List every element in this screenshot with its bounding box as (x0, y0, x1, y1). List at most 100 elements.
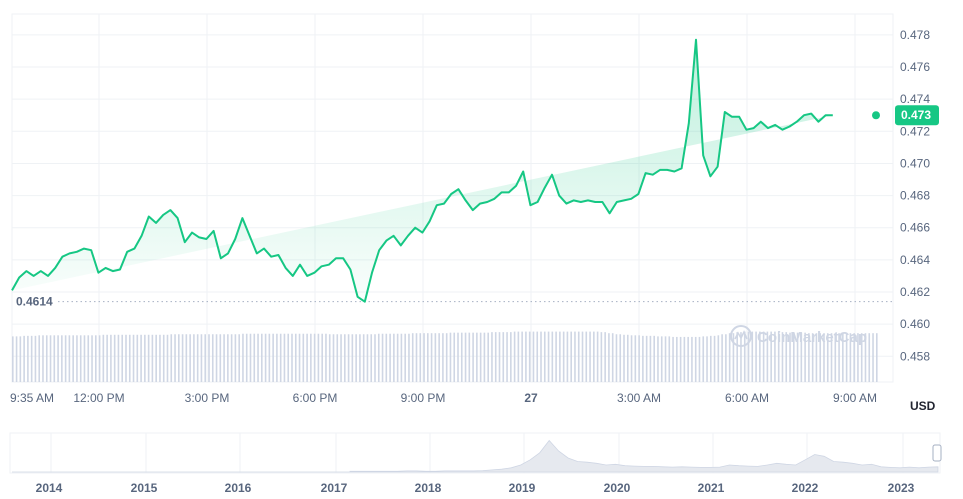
volume-bar (423, 333, 425, 382)
volume-bar (321, 333, 323, 382)
volume-bar (283, 333, 286, 382)
volume-bar (272, 333, 274, 382)
watermark: CoinMarketCap (730, 325, 867, 347)
navigator-year-label: 2021 (698, 481, 725, 495)
y-tick-label: 0.466 (900, 221, 930, 235)
x-tick-label: 3:00 PM (185, 391, 230, 405)
volume-bar (589, 331, 591, 382)
volume-bar (76, 335, 78, 382)
volume-bar (144, 334, 146, 382)
volume-bar (472, 332, 474, 382)
volume-bar (804, 332, 806, 382)
volume-bar (706, 336, 708, 382)
volume-bar (83, 335, 86, 382)
volume-bar (849, 333, 852, 382)
navigator-handle[interactable] (932, 444, 942, 462)
volume-bar (857, 333, 859, 382)
navigator-year-label: 2019 (509, 481, 536, 495)
volume-bar (15, 336, 18, 382)
volume-bar (79, 335, 82, 382)
volume-bar (294, 333, 297, 382)
volume-bar (381, 333, 384, 382)
volume-bar (510, 332, 512, 382)
volume-bar (38, 335, 41, 382)
volume-bar (476, 332, 478, 382)
volume-bar (755, 331, 757, 382)
volume-bar (709, 335, 712, 382)
volume-bar (759, 331, 761, 382)
volume-bar (325, 333, 327, 382)
volume-bar (242, 333, 244, 382)
volume-bar (415, 333, 418, 382)
volume-bar (159, 334, 161, 382)
navigator-year-label: 2017 (321, 481, 348, 495)
volume-bar (302, 333, 305, 382)
navigator-year-label: 2018 (415, 481, 442, 495)
x-tick-label: 9:00 PM (401, 391, 446, 405)
volume-bar (234, 334, 237, 382)
volume-bar (872, 333, 874, 382)
navigator-year-labels: 2014 2015 2016 2017 2018 2019 2020 2021 2022 2023 (36, 481, 915, 495)
volume-bar (747, 331, 750, 382)
volume-bar (193, 334, 195, 382)
volume-bar (49, 335, 52, 382)
volume-bar (732, 333, 735, 382)
volume-bar (185, 334, 188, 382)
volume-bar (498, 332, 501, 382)
volume-bar (811, 333, 814, 382)
volume-bar (102, 334, 105, 382)
volume-bar (328, 334, 331, 382)
volume-bar (528, 331, 531, 382)
volume-bar (442, 333, 444, 382)
volume-bar (64, 335, 67, 382)
volume-bar (604, 332, 606, 382)
volume-bar (106, 334, 108, 382)
volume-bar (19, 336, 22, 382)
volume-bar (257, 333, 259, 382)
volume-bar (736, 332, 738, 382)
watermark-logo-icon (730, 325, 752, 347)
volume-bar (513, 331, 516, 382)
volume-bar (487, 332, 489, 382)
volume-bar (766, 331, 769, 382)
volume-bar (132, 334, 135, 382)
volume-bar (842, 333, 844, 382)
volume-bar (517, 331, 520, 382)
volume-bar (400, 333, 403, 382)
volume-bar (351, 334, 354, 382)
volume-bar (845, 333, 848, 382)
volume-bar (634, 335, 637, 382)
volume-bar (491, 332, 493, 382)
volume-bar (826, 333, 829, 382)
y-axis: 0.478 0.476 0.474 0.472 0.470 0.468 0.466 0.464… (900, 28, 930, 363)
y-tick-label: 0.470 (900, 156, 930, 170)
volume-bar (287, 333, 290, 382)
volume-bar (868, 333, 871, 382)
volume-bar (645, 335, 648, 382)
volume-bar (555, 331, 557, 382)
range-navigator[interactable]: 2014 2015 2016 2017 2018 2019 2020 2021 2022 2023 (9, 432, 942, 495)
volume-bar (608, 333, 610, 382)
volume-bar (630, 335, 633, 382)
volume-bar (174, 334, 176, 382)
volume-bar (291, 333, 293, 382)
volume-bar (777, 331, 780, 382)
volume-bar (445, 333, 448, 382)
volume-bar (276, 333, 278, 382)
volume-bar (559, 331, 561, 382)
volume-bar (332, 334, 335, 382)
volume-bar (434, 333, 437, 382)
volume-bar (223, 334, 225, 382)
volume-bar (42, 335, 44, 382)
volume-bar (596, 331, 599, 382)
volume-bar (657, 336, 659, 382)
navigator-history-area (12, 439, 939, 473)
volume-bar (653, 335, 655, 382)
y-tick-label: 0.472 (900, 124, 930, 138)
volume-bar (672, 336, 674, 382)
volume-bar (396, 333, 399, 382)
navigator-year-label: 2016 (225, 481, 252, 495)
volume-bar (566, 331, 569, 382)
min-price-label: 0.4614 (16, 295, 53, 309)
price-line (11, 38, 833, 303)
